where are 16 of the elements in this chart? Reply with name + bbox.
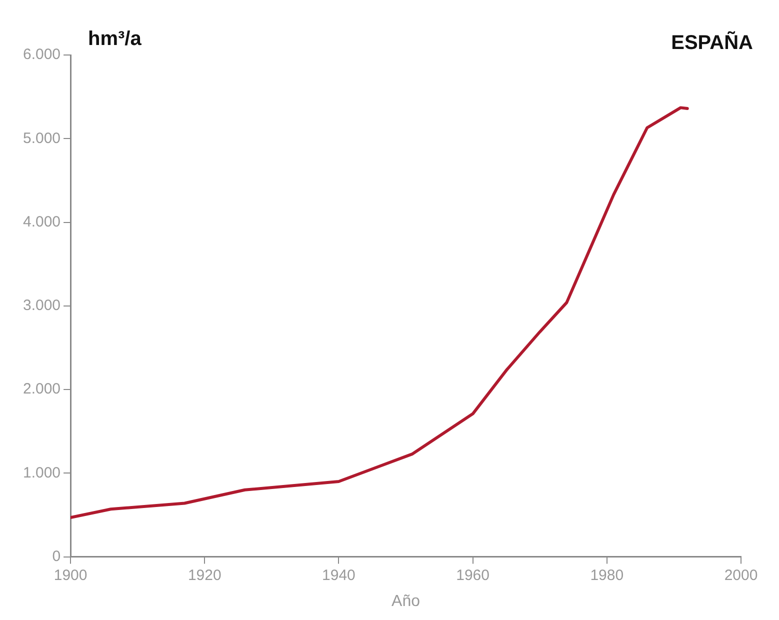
y-tick-label: 2.000 — [22, 380, 61, 398]
x-tick-label: 1920 — [188, 566, 222, 584]
y-tick-label: 3.000 — [22, 297, 61, 314]
x-axis-title: Año — [392, 592, 420, 610]
chart-title: ESPAÑA — [671, 32, 753, 55]
x-tick-label: 1980 — [590, 566, 624, 584]
y-axis-title: hm³/a — [88, 28, 142, 51]
y-tick-label: 4.000 — [22, 213, 61, 230]
y-tick-label: 6.000 — [22, 46, 61, 64]
y-tick-label: 0 — [52, 548, 61, 565]
x-tick-label: 1960 — [456, 566, 490, 584]
x-tick-label: 2000 — [724, 566, 758, 584]
y-tick-label: 5.000 — [22, 130, 61, 147]
x-tick-label: 1940 — [322, 566, 356, 584]
x-tick-label: 1900 — [54, 566, 88, 584]
y-tick-label: 1.000 — [22, 464, 61, 482]
